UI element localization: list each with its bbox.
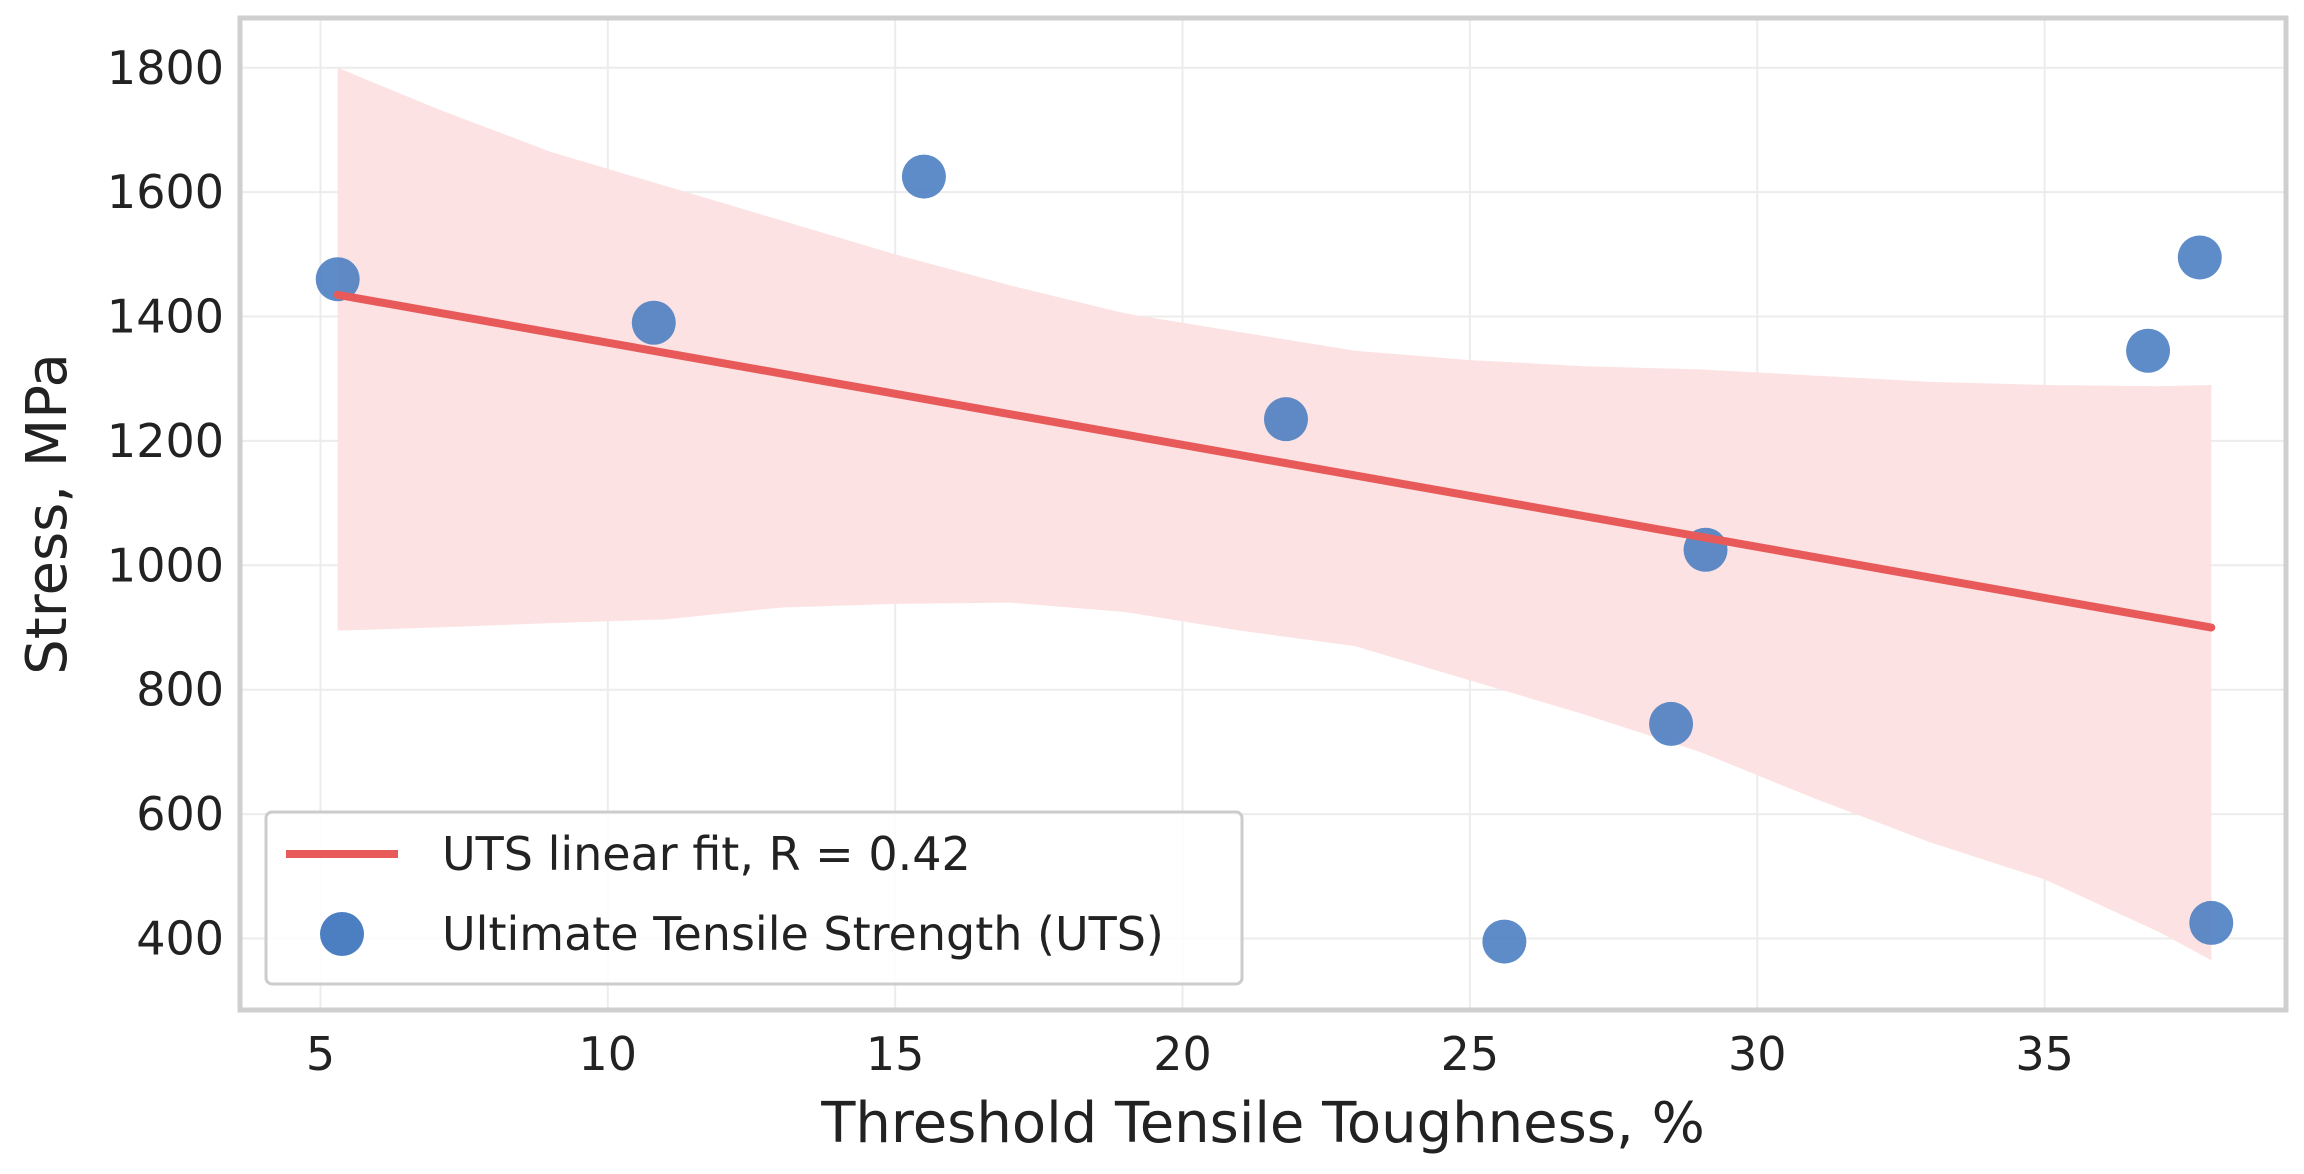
fit-line [333, 290, 2216, 632]
y-axis-ticks: 400 600 800 1000 1200 1400 1600 1800 [107, 41, 224, 966]
x-tick-label: 25 [1441, 1027, 1500, 1081]
uts-point [2189, 900, 2234, 945]
plot-frame [237, 15, 2289, 1013]
uts-point [315, 257, 360, 302]
y-tick-label: 1400 [107, 290, 224, 344]
scatter-series [315, 154, 2234, 964]
y-tick-label: 800 [136, 663, 224, 717]
uts-point [631, 300, 676, 345]
y-tick-label: 1200 [107, 414, 224, 468]
x-tick-label: 15 [866, 1027, 925, 1081]
y-tick-label: 1600 [107, 165, 224, 219]
x-tick-label: 35 [2015, 1027, 2074, 1081]
x-tick-label: 20 [1153, 1027, 1212, 1081]
uts-point [1482, 919, 1527, 964]
legend-label-uts: Ultimate Tensile Strength (UTS) [442, 907, 1164, 961]
x-tick-label: 30 [1728, 1027, 1787, 1081]
y-axis-label: Stress, MPa [15, 353, 80, 675]
uts-point [2177, 235, 2222, 280]
legend-box [264, 810, 1244, 986]
y-tick-label: 1800 [107, 41, 224, 95]
legend: UTS linear fit, R = 0.42 Ultimate Tensil… [264, 810, 1244, 986]
x-axis-ticks: 5 10 15 20 25 30 35 [306, 1027, 2074, 1081]
legend-label-fit: UTS linear fit, R = 0.42 [442, 827, 971, 881]
x-axis-label: Threshold Tensile Toughness, % [820, 1091, 1705, 1156]
uts-point [2126, 328, 2171, 373]
y-tick-label: 600 [136, 787, 224, 841]
x-tick-label: 10 [579, 1027, 638, 1081]
uts-point [1649, 701, 1694, 746]
x-tick-label: 5 [306, 1027, 335, 1081]
uts-point [901, 154, 946, 199]
y-tick-label: 1000 [107, 538, 224, 592]
legend-dot-swatch [320, 912, 364, 956]
uts-point [1263, 397, 1308, 442]
confidence-band [337, 67, 2212, 961]
y-tick-label: 400 [136, 911, 224, 965]
